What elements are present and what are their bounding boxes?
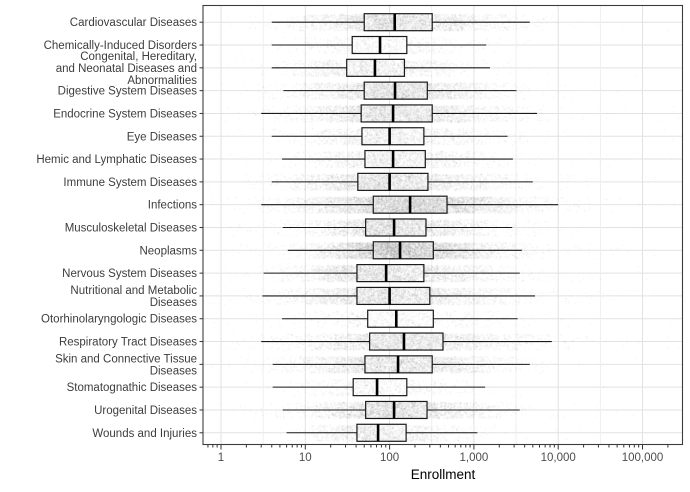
- x-tick-label: 1,000: [460, 452, 489, 464]
- box: [364, 149, 426, 169]
- category-label: Nutritional and Metabolic Diseases: [70, 285, 197, 309]
- panel-background: [203, 5, 683, 445]
- category-label: Digestive System Diseases: [58, 86, 198, 98]
- category-label: Respiratory Tract Diseases: [59, 337, 197, 349]
- category-label: Skin and Connective Tissue Diseases: [55, 353, 197, 377]
- box: [356, 286, 431, 306]
- x-tick-label: 10: [299, 452, 312, 464]
- box: [365, 400, 428, 420]
- box: [357, 172, 429, 191]
- box: [352, 378, 408, 397]
- box: [356, 264, 425, 283]
- box: [363, 13, 433, 32]
- box: [367, 309, 434, 328]
- x-tick-label: 100,000: [622, 452, 664, 464]
- category-label: Stomatognathic Diseases: [67, 382, 198, 394]
- x-tick-label: 10,000: [541, 452, 576, 464]
- box: [361, 127, 425, 146]
- category-label: Immune System Diseases: [63, 177, 197, 189]
- category-label: Cardiovascular Diseases: [70, 17, 197, 29]
- x-tick-label: 100: [380, 452, 399, 464]
- category-label: Urogenital Diseases: [94, 405, 197, 417]
- category-label: Endocrine System Diseases: [53, 108, 197, 120]
- category-label: Wounds and Injuries: [92, 428, 197, 440]
- box: [365, 218, 427, 237]
- x-tick-label: 1: [218, 452, 224, 464]
- category-label: Neoplasms: [139, 245, 197, 257]
- box: [356, 423, 407, 442]
- box: [372, 241, 434, 260]
- category-label: Infections: [148, 200, 197, 212]
- box: [369, 332, 444, 351]
- category-label: Musculoskeletal Diseases: [65, 222, 198, 234]
- category-label: Nervous System Diseases: [62, 268, 197, 280]
- category-label: Otorhinolaryngologic Diseases: [41, 314, 197, 326]
- x-axis-title: Enrollment: [410, 467, 476, 482]
- category-label: Hemic and Lymphatic Diseases: [36, 154, 197, 166]
- category-label: Congenital, Hereditary, and Neonatal Dise…: [56, 51, 198, 87]
- box: [360, 104, 433, 123]
- category-label: Eye Diseases: [127, 131, 198, 143]
